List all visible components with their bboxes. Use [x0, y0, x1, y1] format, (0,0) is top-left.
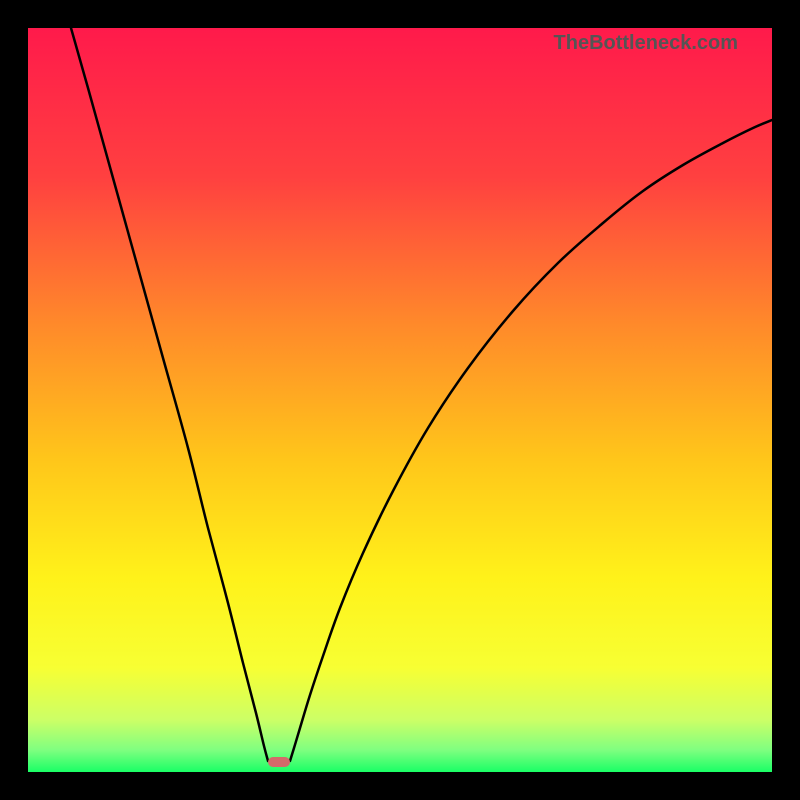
curve-left-branch: [71, 28, 268, 761]
optimum-marker: [268, 757, 290, 767]
plot-area: [28, 28, 772, 772]
curve-right-branch: [290, 120, 772, 761]
watermark: TheBottleneck.com: [554, 32, 738, 55]
chart-frame: TheBottleneck.com: [0, 0, 800, 800]
